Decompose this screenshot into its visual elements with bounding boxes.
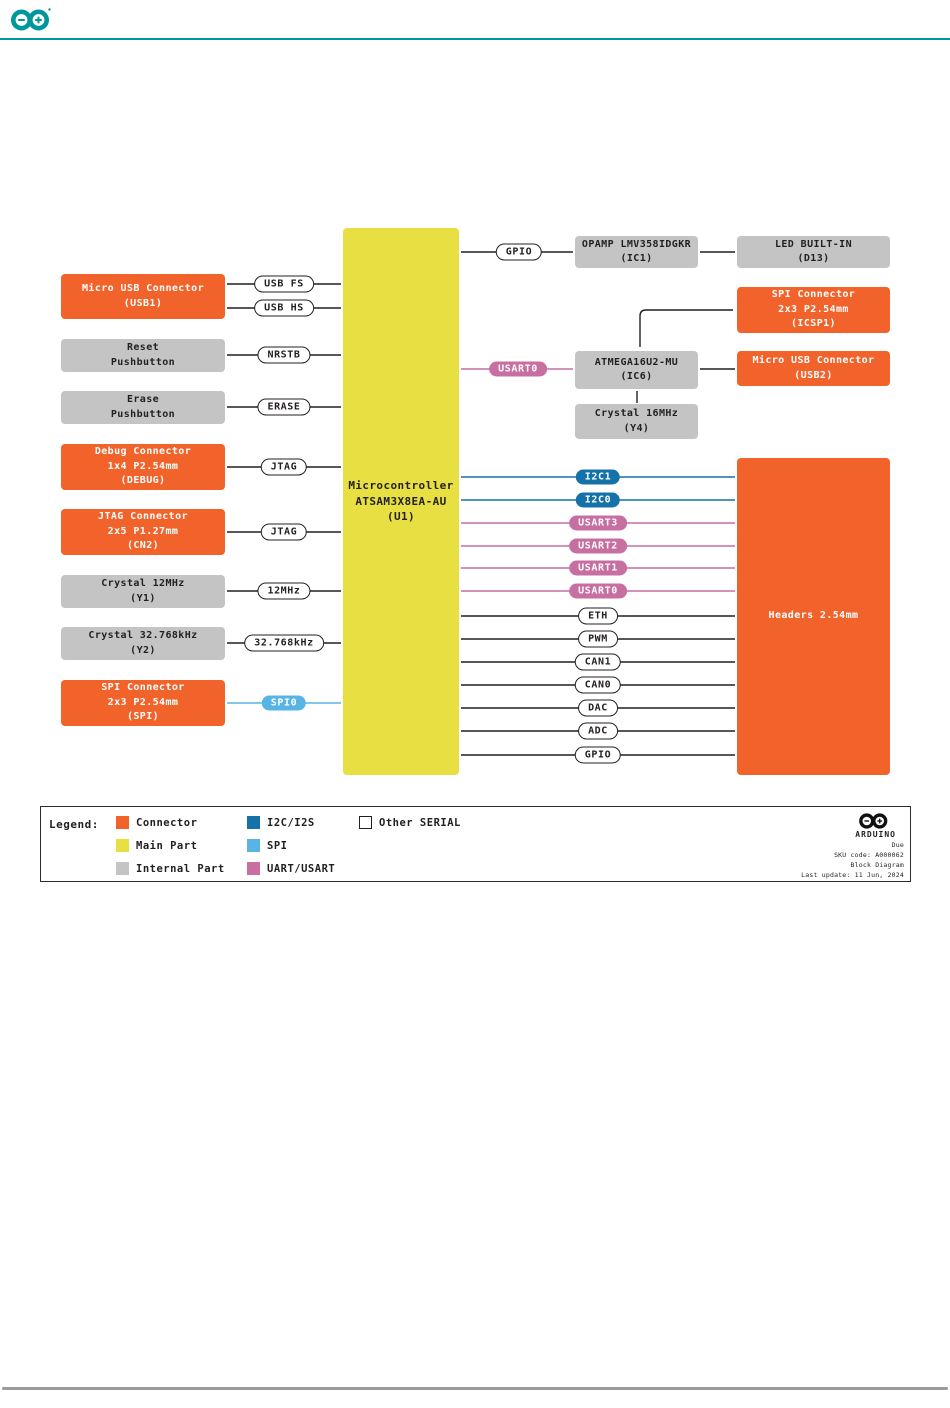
main-part-swatch — [116, 839, 129, 852]
brand-name: ARDUINO — [855, 830, 896, 839]
block-atmega16u2: ATMEGA16U2-MU (IC6) — [575, 351, 698, 389]
block-icsp1-connector: SPI Connector 2x3 P2.54mm (ICSP1) — [737, 287, 890, 333]
legend-item-internal-part: Internal Part — [116, 862, 225, 875]
brand-info-line3: Block Diagram — [850, 861, 904, 870]
block-opamp: OPAMP LMV358IDGKR (IC1) — [575, 236, 698, 268]
block-crystal-16mhz: Crystal 16MHz (Y4) — [575, 404, 698, 439]
block-erase-pushbutton: Erase Pushbutton — [61, 391, 225, 424]
legend-item-other-serial: Other SERIAL — [359, 816, 461, 829]
brand-info-line1: Due — [891, 841, 904, 849]
pill-32768khz: 32.768kHz — [244, 634, 324, 652]
pill-12mhz: 12MHz — [257, 582, 311, 600]
legend-title: Legend: — [49, 818, 99, 831]
pill-i2c0: I2C0 — [575, 492, 621, 508]
legend-item-i2c: I2C/I2S — [247, 816, 315, 829]
pill-jtag-debug: JTAG — [260, 458, 308, 476]
pill-jtag-cn2: JTAG — [260, 523, 308, 541]
pill-usart0: USART0 — [569, 583, 627, 599]
brand-block: ARDUINO Due SKU code: A000062 Block Diag… — [784, 811, 904, 880]
pill-usart0-atmega: USART0 — [489, 361, 547, 377]
block-debug-connector: Debug Connector 1x4 P2.54mm (DEBUG) — [61, 444, 225, 490]
spi-swatch — [247, 839, 260, 852]
block-reset-pushbutton: Reset Pushbutton — [61, 339, 225, 372]
pill-nrstb: NRSTB — [257, 346, 311, 364]
other-serial-swatch — [359, 816, 372, 829]
internal-part-swatch — [116, 862, 129, 875]
legend: Legend: Connector Main Part Internal Par… — [40, 806, 911, 882]
pill-eth: ETH — [578, 607, 618, 625]
footer-rule — [2, 1387, 948, 1390]
pill-i2c1: I2C1 — [575, 469, 621, 485]
legend-item-connector: Connector — [116, 816, 197, 829]
block-crystal-12mhz: Crystal 12MHz (Y1) — [61, 575, 225, 608]
legend-item-main-part: Main Part — [116, 839, 197, 852]
block-jtag-connector: JTAG Connector 2x5 P1.27mm (CN2) — [61, 509, 225, 555]
block-headers: Headers 2.54mm — [737, 458, 890, 775]
pill-gpio-top: GPIO — [495, 243, 543, 261]
pill-dac: DAC — [578, 699, 618, 717]
pill-erase: ERASE — [257, 398, 311, 416]
uart-swatch — [247, 862, 260, 875]
block-usb2-connector: Micro USB Connector (USB2) — [737, 351, 890, 386]
pill-can1: CAN1 — [574, 653, 622, 671]
block-microcontroller: Microcontroller ATSAM3X8EA-AU (U1) — [343, 228, 459, 775]
legend-item-uart: UART/USART — [247, 862, 335, 875]
i2c-swatch — [247, 816, 260, 829]
pill-usb-hs: USB HS — [254, 299, 314, 317]
legend-item-spi: SPI — [247, 839, 287, 852]
pill-usart2: USART2 — [569, 538, 627, 554]
brand-info-line2: SKU code: A000062 — [834, 851, 904, 860]
pill-gpio-bottom: GPIO — [574, 746, 622, 764]
block-crystal-32khz: Crystal 32.768kHz (Y2) — [61, 627, 225, 660]
pill-usb-fs: USB FS — [254, 275, 314, 293]
pill-spi0: SPI0 — [261, 695, 307, 711]
pill-can0: CAN0 — [574, 676, 622, 694]
brand-info-line4: Last update: 11 Jun, 2024 — [801, 871, 904, 880]
pill-pwm: PWM — [578, 630, 618, 648]
block-spi-connector: SPI Connector 2x3 P2.54mm (SPI) — [61, 680, 225, 726]
arduino-brand-logo-icon — [859, 813, 888, 829]
header-rule — [0, 38, 950, 40]
arduino-logo-icon — [10, 6, 52, 34]
pill-usart3: USART3 — [569, 515, 627, 531]
block-usb1-connector: Micro USB Connector (USB1) — [61, 274, 225, 319]
block-led-builtin: LED BUILT-IN (D13) — [737, 236, 890, 268]
pill-adc: ADC — [578, 722, 618, 740]
connector-swatch — [116, 816, 129, 829]
pill-usart1: USART1 — [569, 560, 627, 576]
